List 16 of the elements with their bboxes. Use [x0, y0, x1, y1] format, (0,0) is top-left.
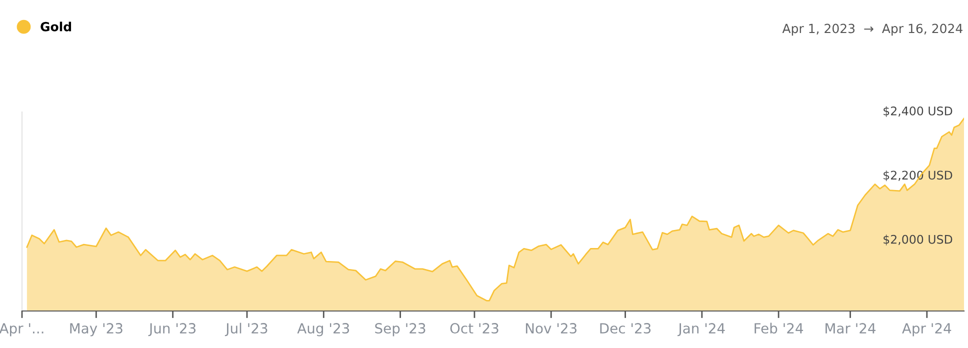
x-tick-label: Oct '23 — [450, 323, 498, 334]
legend-label: Gold — [40, 22, 72, 32]
y-tick-label: $2,400 USD — [884, 106, 952, 117]
y-tick-label: $2,000 USD — [884, 234, 952, 246]
x-tick-label: May '23 — [70, 323, 122, 336]
text: Apr 1, 2023 → Apr 16, 2024 — [782, 24, 962, 36]
x-tick-label: Sep '23 — [375, 323, 426, 336]
x-tick-label: Jul '23 — [224, 322, 268, 336]
x-tick-label: Dec '23 — [600, 323, 651, 334]
x-tick-label: Jun '23 — [148, 323, 196, 336]
x-tick-label: Nov '23 — [526, 323, 576, 334]
x-tick-label: Feb '24 — [754, 322, 804, 334]
x-tick-label: Apr '24 — [902, 323, 952, 336]
x-tick-label: Aug '23 — [297, 323, 350, 336]
x-tick-label: Mar '24 — [826, 323, 876, 334]
x-tick-label: Jan '24 — [678, 323, 725, 336]
